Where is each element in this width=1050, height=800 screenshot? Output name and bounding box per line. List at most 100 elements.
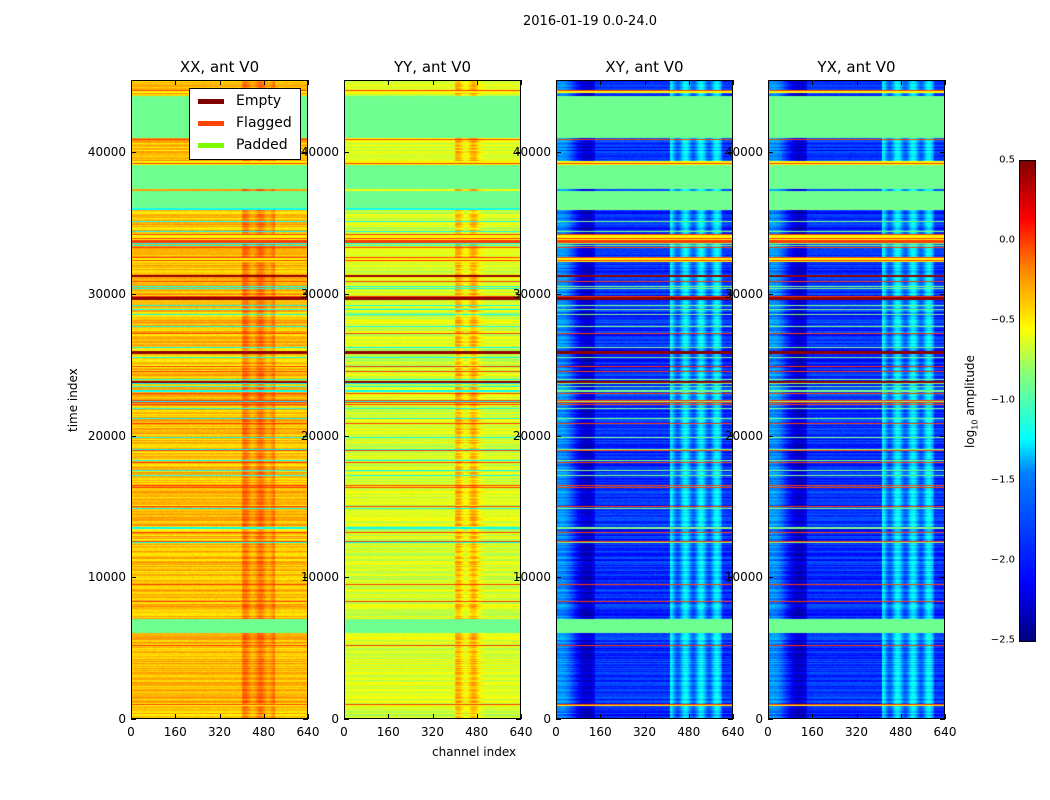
y-tick-mark xyxy=(131,435,136,437)
colorbar xyxy=(1019,160,1036,642)
x-tick-label: 320 xyxy=(421,725,444,739)
y-tick-mark xyxy=(131,152,136,153)
y-tick-mark xyxy=(516,152,521,153)
y-tick-mark xyxy=(131,577,136,579)
x-tick-mark xyxy=(812,80,814,85)
panel-title: XY, ant V0 xyxy=(605,58,684,76)
figure-title: 2016-01-19 0.0-24.0 xyxy=(523,14,657,29)
legend-item-padded: Padded xyxy=(198,135,288,155)
legend-swatch xyxy=(198,120,224,126)
y-tick-mark xyxy=(516,719,521,720)
x-tick-label: 160 xyxy=(163,725,187,739)
y-tick-label: 20000 xyxy=(300,428,339,443)
x-tick-mark xyxy=(945,714,946,719)
y-tick-mark xyxy=(728,719,733,720)
x-tick-label: 320 xyxy=(633,725,656,739)
x-tick-label: 0 xyxy=(552,725,560,739)
x-tick-label: 320 xyxy=(208,725,231,739)
x-tick-mark xyxy=(432,714,434,719)
x-tick-mark xyxy=(175,714,177,719)
colorbar-tick-label: −1.0 xyxy=(990,394,1015,406)
y-tick-mark xyxy=(556,577,561,579)
x-tick-mark xyxy=(600,80,602,85)
x-tick-mark xyxy=(263,80,265,85)
y-tick-label: 10000 xyxy=(724,570,763,585)
x-tick-mark xyxy=(219,714,221,719)
x-tick-label: 0 xyxy=(764,725,772,739)
x-tick-mark xyxy=(476,80,478,85)
x-tick-label: 480 xyxy=(252,725,276,739)
x-tick-mark xyxy=(263,714,265,719)
panel-2: XY, ant V0 0 160 320 480 640 0 10000 20000 30000 4… xyxy=(513,58,745,739)
y-tick-mark xyxy=(516,293,521,295)
y-tick-mark xyxy=(344,152,349,153)
legend-label: Flagged xyxy=(236,115,292,131)
legend-label: Empty xyxy=(236,93,282,109)
y-tick-label: 10000 xyxy=(87,570,126,585)
colorbar-tick-label: −0.5 xyxy=(990,314,1015,326)
x-tick-mark xyxy=(644,80,646,85)
x-tick-label: 480 xyxy=(677,725,701,739)
y-tick-label: 30000 xyxy=(512,286,551,301)
x-tick-mark xyxy=(688,80,690,85)
x-tick-mark xyxy=(308,80,309,85)
colorbar-tick-label: 0.5 xyxy=(999,154,1015,166)
x-tick-mark xyxy=(308,714,309,719)
panel-title: XX, ant V0 xyxy=(179,58,260,76)
x-tick-mark xyxy=(556,80,557,85)
x-tick-label: 0 xyxy=(127,725,135,739)
legend-item-empty: Empty xyxy=(198,91,281,111)
colorbar-tick-label: −2.0 xyxy=(990,554,1015,566)
y-tick-mark xyxy=(768,719,773,720)
y-tick-mark xyxy=(556,293,561,295)
y-tick-mark xyxy=(131,719,136,720)
y-tick-mark xyxy=(556,719,561,720)
x-tick-mark xyxy=(432,80,434,85)
x-tick-label: 640 xyxy=(296,725,320,739)
y-tick-label: 40000 xyxy=(300,145,339,159)
x-tick-mark xyxy=(131,80,132,85)
panel-title: YY, ant V0 xyxy=(393,58,471,76)
colorbar-label-log: log xyxy=(963,429,977,448)
y-tick-mark xyxy=(728,152,733,153)
y-tick-mark xyxy=(940,577,945,579)
y-axis-label: time index xyxy=(66,368,80,432)
x-tick-mark xyxy=(768,80,769,85)
x-tick-mark xyxy=(388,80,390,85)
x-tick-label: 640 xyxy=(721,725,745,739)
y-tick-mark xyxy=(728,293,733,295)
x-tick-mark xyxy=(600,714,602,719)
x-tick-mark xyxy=(388,714,390,719)
x-tick-label: 640 xyxy=(509,725,533,739)
y-tick-mark xyxy=(556,435,561,437)
x-tick-mark xyxy=(856,80,858,85)
y-tick-mark xyxy=(728,577,733,579)
x-tick-mark xyxy=(733,80,734,85)
x-tick-mark xyxy=(521,80,522,85)
y-tick-mark xyxy=(768,435,773,437)
y-tick-mark xyxy=(768,152,773,153)
heatmap-xy xyxy=(556,80,733,719)
y-tick-mark xyxy=(556,152,561,153)
y-tick-label: 0 xyxy=(331,712,339,726)
y-tick-mark xyxy=(940,293,945,295)
y-tick-mark xyxy=(303,719,308,720)
x-tick-mark xyxy=(812,714,814,719)
x-tick-label: 160 xyxy=(800,725,824,739)
panel-title: YX, ant V0 xyxy=(817,58,896,76)
legend-item-flagged: Flagged xyxy=(198,113,292,133)
y-tick-label: 20000 xyxy=(724,428,763,443)
y-tick-label: 40000 xyxy=(87,145,126,159)
colorbar-label: log10 amplitude xyxy=(963,355,979,448)
panel-1: YY, ant V0 0 160 320 480 640 0 10000 20000 30000 4… xyxy=(301,58,533,739)
colorbar-tick-label: −2.5 xyxy=(990,634,1015,646)
x-tick-mark xyxy=(900,80,902,85)
y-tick-label: 30000 xyxy=(300,286,339,301)
y-tick-mark xyxy=(940,152,945,153)
y-tick-label: 30000 xyxy=(724,286,763,301)
colorbar-label-rest: amplitude xyxy=(963,355,977,420)
y-tick-mark xyxy=(728,435,733,437)
y-tick-mark xyxy=(516,577,521,579)
y-tick-label: 10000 xyxy=(300,570,339,585)
